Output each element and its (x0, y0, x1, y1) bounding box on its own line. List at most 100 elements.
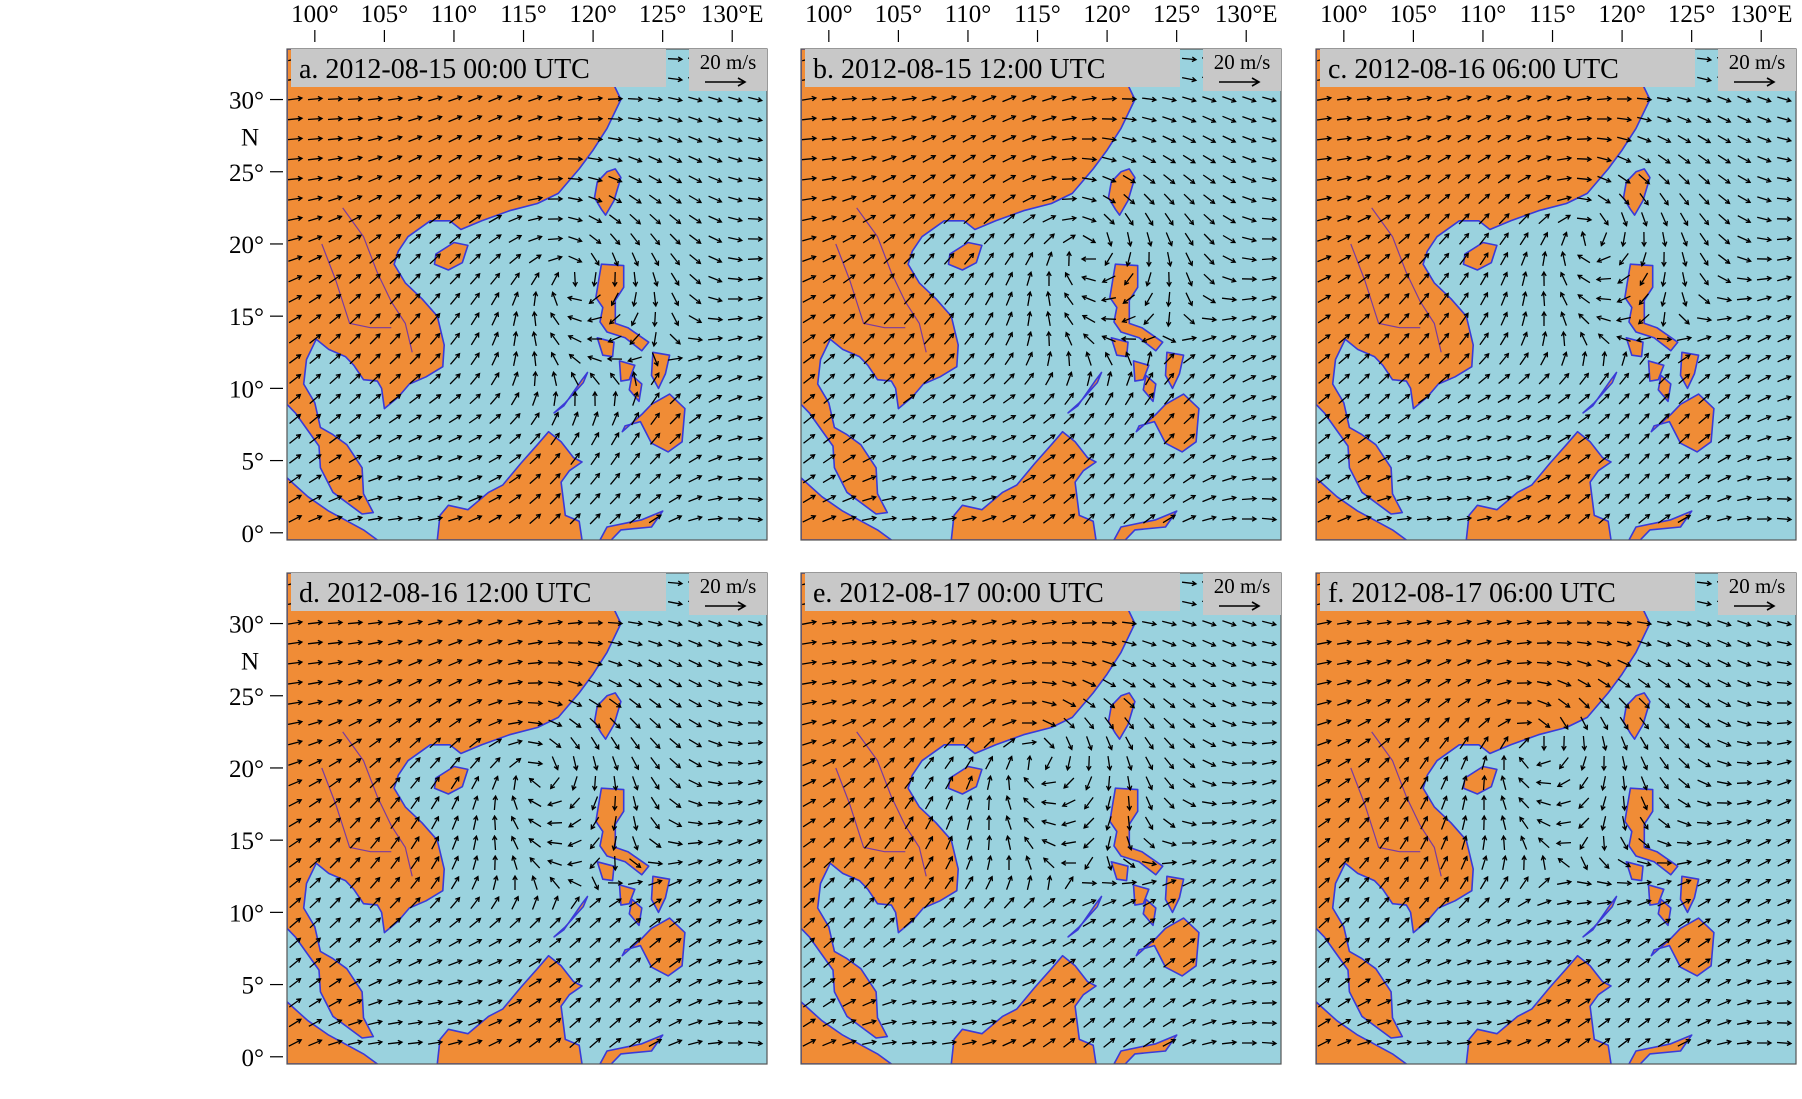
panel-title-box (805, 49, 1180, 87)
land-polygon (1067, 371, 1103, 414)
lat-tick-label: 20° (229, 232, 264, 259)
country-border (1371, 207, 1442, 353)
land-polygon (950, 954, 1097, 1064)
land-polygon (1465, 430, 1612, 540)
lon-axis-top: 100° 105° 110° 115° 120° 125° 130°E 100° 105° 110… (291, 1, 1793, 42)
panel-title: b. 2012-08-15 12:00 UTC (813, 54, 1105, 85)
land-polygon (287, 1001, 379, 1064)
scale-arrow (1734, 601, 1776, 611)
land-polygon (1135, 393, 1200, 453)
panel-title-box (291, 573, 666, 611)
country-border (321, 767, 392, 853)
scale-label: 20 m/s (1214, 574, 1271, 598)
panel-title-box (1320, 573, 1695, 611)
country-border (1371, 731, 1442, 877)
land-layer (801, 573, 1200, 1064)
panel-title-box (805, 573, 1180, 611)
land-polygon (599, 510, 664, 540)
land-polygon (1679, 875, 1700, 914)
land-polygon (621, 917, 686, 977)
land-polygon (287, 573, 622, 1039)
lat-tick-label: 25° (229, 160, 264, 187)
lon-tick-label: 100° (805, 1, 853, 28)
land-polygon (1679, 351, 1700, 390)
lat-tick-label: 5° (242, 973, 265, 1000)
land-polygon (1316, 1001, 1408, 1064)
lat-tick-label: 15° (229, 304, 264, 331)
land-polygon (1628, 1034, 1693, 1064)
lon-tick-label: 120° (569, 1, 617, 28)
lon-tick-label: 130°E (1730, 1, 1793, 28)
lon-tick-label: 125° (1668, 1, 1716, 28)
scale-label: 20 m/s (1729, 574, 1786, 598)
land-polygon (1132, 884, 1150, 906)
land-polygon (1132, 360, 1150, 382)
land-polygon (1164, 351, 1185, 390)
country-border (342, 207, 413, 353)
lat-axis-row-1: 30° 25° 20° 15° 10° 5° 0° N (229, 88, 283, 548)
lon-tick-label: 130°E (701, 1, 764, 28)
lat-tick-label: 25° (229, 684, 264, 711)
land-polygon (1113, 1034, 1178, 1064)
map-panel-b: b. 2012-08-15 12:00 UTC 20 m/s (800, 48, 1282, 541)
scale-box (1203, 49, 1281, 91)
land-polygon (1650, 917, 1715, 977)
lon-tick-label: 105° (1390, 1, 1438, 28)
land-polygon (553, 895, 589, 938)
land-polygon (433, 241, 469, 271)
scale-box (1718, 573, 1796, 615)
land-layer (1316, 49, 1715, 540)
map-panel-a: a. 2012-08-15 00:00 UTC 20 m/s (286, 48, 768, 541)
lon-tick-label: 120° (1083, 1, 1131, 28)
lon-tick-label: 100° (1320, 1, 1368, 28)
land-layer (801, 49, 1200, 540)
land-polygon (436, 954, 583, 1064)
scale-box (689, 573, 767, 615)
lon-tick-label: 120° (1598, 1, 1646, 28)
panel-title: a. 2012-08-15 00:00 UTC (299, 54, 590, 85)
lon-tick-label: 130°E (1215, 1, 1278, 28)
panel-title-box (1320, 49, 1695, 87)
land-polygon (1110, 337, 1129, 358)
lat-tick-label: 30° (229, 612, 264, 639)
country-border (835, 767, 906, 853)
map-panel-d: d. 2012-08-16 12:00 UTC 20 m/s (286, 572, 768, 1065)
land-polygon (1462, 241, 1498, 271)
lon-tick-label: 100° (291, 1, 339, 28)
land-polygon (595, 263, 650, 352)
land-polygon (1582, 371, 1618, 414)
panel-title-box (291, 49, 666, 87)
lat-axis-row-2: 30° 25° 20° 15° 10° 5° 0° N (229, 612, 283, 1072)
land-polygon (801, 1001, 893, 1064)
country-border (342, 731, 413, 877)
lat-tick-label: 15° (229, 828, 264, 855)
land-polygon (1622, 692, 1651, 740)
lat-tick-label: 10° (229, 376, 264, 403)
land-polygon (595, 787, 650, 876)
lon-tick-label: 110° (945, 1, 992, 28)
scale-arrow (1734, 77, 1776, 87)
land-polygon (1113, 510, 1178, 540)
scale-label: 20 m/s (700, 50, 757, 74)
scale-arrow (1219, 601, 1261, 611)
land-polygon (947, 765, 983, 795)
lat-tick-label: 10° (229, 900, 264, 927)
lat-hemisphere-label: N (241, 649, 259, 676)
land-polygon (599, 1034, 664, 1064)
land-polygon (801, 477, 893, 540)
panel-title: c. 2012-08-16 06:00 UTC (1328, 54, 1619, 85)
land-polygon (1465, 954, 1612, 1064)
land-polygon (947, 241, 983, 271)
land-polygon (1110, 861, 1129, 882)
land-polygon (1647, 884, 1665, 906)
land-polygon (618, 360, 636, 382)
panel-title: d. 2012-08-16 12:00 UTC (299, 578, 591, 609)
land-polygon (950, 430, 1097, 540)
lat-tick-label: 0° (242, 521, 265, 548)
lon-tick-label: 110° (431, 1, 478, 28)
map-panel-e: e. 2012-08-17 00:00 UTC 20 m/s (800, 572, 1282, 1065)
lat-tick-label: 0° (242, 1045, 265, 1072)
land-polygon (1624, 787, 1679, 876)
lon-tick-label: 125° (1153, 1, 1201, 28)
